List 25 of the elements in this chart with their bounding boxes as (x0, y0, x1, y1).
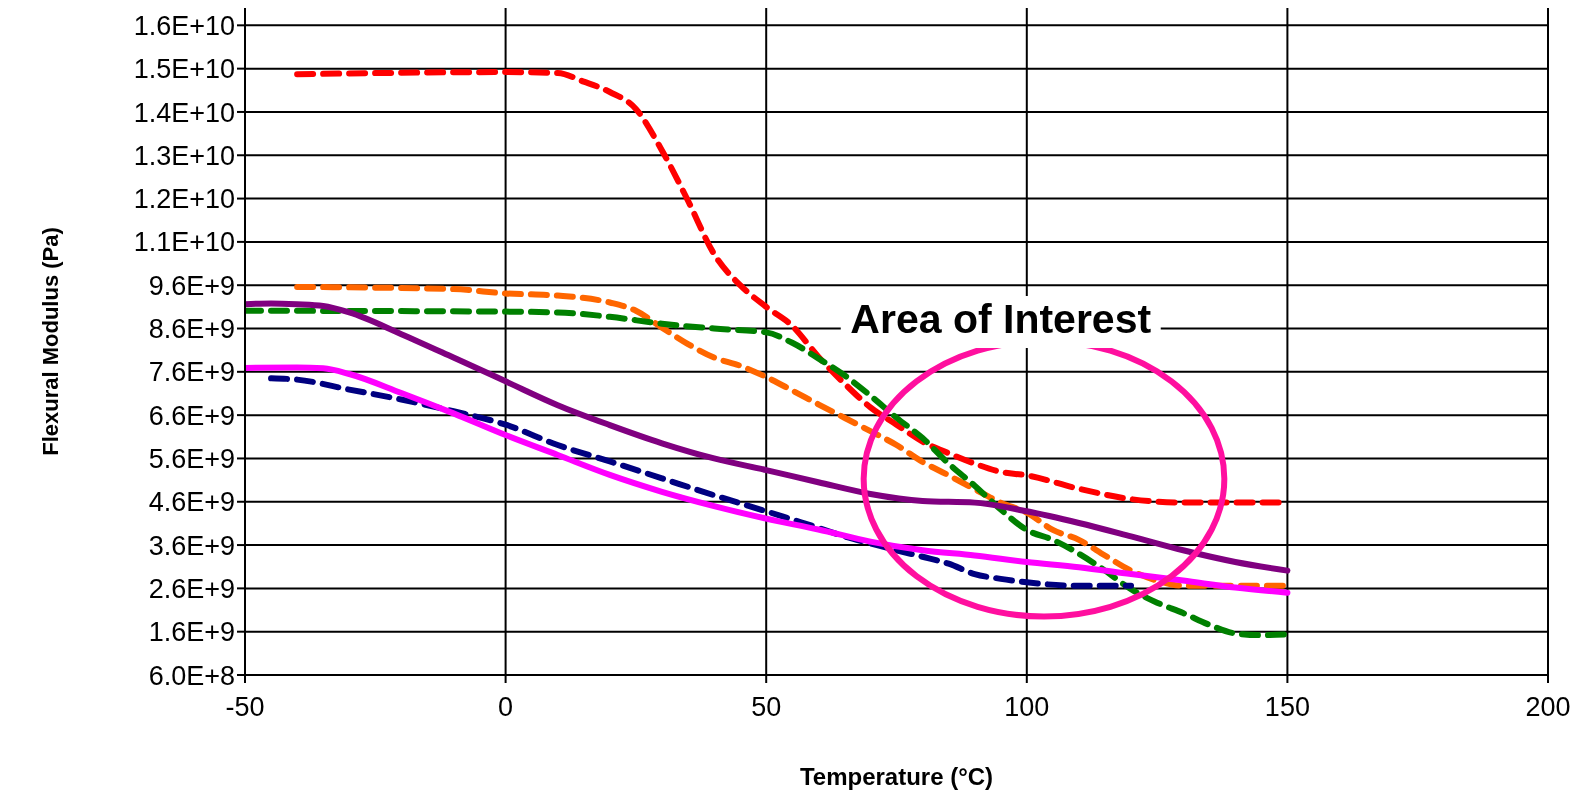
y-tick-label: 6.0E+8 (148, 660, 235, 691)
y-tick-label: 1.3E+10 (133, 140, 235, 171)
y-tick-label: 8.6E+9 (148, 314, 235, 345)
y-tick-label: 4.6E+9 (148, 487, 235, 518)
y-tick-label: 1.5E+10 (133, 54, 235, 85)
y-tick-label: 1.4E+10 (133, 97, 235, 128)
y-tick-label: 1.6E+9 (148, 617, 235, 648)
y-axis-title: Flexural Modulus (Pa) (37, 227, 63, 456)
y-tick-label: 6.6E+9 (148, 400, 235, 431)
y-tick-label: 7.6E+9 (148, 357, 235, 388)
y-tick-label: 3.6E+9 (148, 530, 235, 561)
x-axis-title: Temperature (°C) (799, 763, 994, 790)
annotation: Area of Interest (850, 295, 1152, 342)
y-tick-label: 1.6E+10 (133, 10, 235, 41)
y-tick-label: 1.2E+10 (133, 184, 235, 215)
x-tick-label: 100 (1004, 692, 1050, 723)
y-tick-label: 1.1E+10 (133, 227, 235, 258)
x-tick-label: 200 (1525, 692, 1571, 723)
y-tick-label: 5.6E+9 (148, 444, 235, 475)
x-tick-label: 0 (498, 692, 514, 723)
y-tick-label: 9.6E+9 (148, 270, 235, 301)
x-tick-label: -50 (225, 692, 265, 723)
x-tick-label: 150 (1264, 692, 1310, 723)
x-tick-label: 50 (751, 692, 782, 723)
y-tick-label: 2.6E+9 (148, 573, 235, 604)
